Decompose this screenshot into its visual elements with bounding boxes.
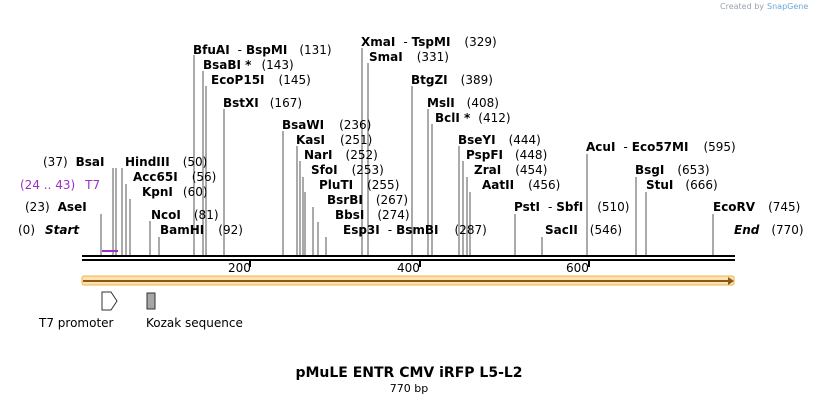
label-pluti: PluTI (255) bbox=[319, 178, 400, 192]
label-bstxi: BstXI (167) bbox=[223, 96, 303, 110]
label-end: End (770) bbox=[734, 223, 804, 237]
label-bsrbi: BsrBI (267) bbox=[327, 193, 409, 207]
axis-ticks bbox=[249, 260, 590, 267]
label-ecop15i: EcoP15I (145) bbox=[211, 73, 311, 87]
label-nari: NarI (252) bbox=[304, 148, 378, 162]
label-ecorv: EcoRV (745) bbox=[713, 200, 801, 214]
label-start: (0) Start bbox=[18, 223, 80, 237]
label-pspfi: PspFI (448) bbox=[466, 148, 548, 162]
label-bsabi: BsaBI * (143) bbox=[203, 58, 294, 72]
t7-promoter-label: T7 promoter bbox=[39, 316, 114, 330]
label-sfoi: SfoI (253) bbox=[311, 163, 384, 177]
label-bseyi: BseYI (444) bbox=[458, 133, 541, 147]
label-xmai-tspmi: XmaI - TspMI (329) bbox=[361, 35, 497, 49]
label-bfuai-bspmi: BfuAI - BspMI (131) bbox=[193, 43, 332, 57]
label-bamhi: BamHI (92) bbox=[160, 223, 243, 237]
snapgene-credit: Created by SnapGene bbox=[720, 2, 809, 11]
label-bsai: (37) BsaI bbox=[43, 155, 105, 169]
label-t7-primer: (24 .. 43) T7 bbox=[20, 178, 101, 192]
t7-promoter-arrow-icon bbox=[101, 291, 118, 311]
axis-label-200: 200 bbox=[228, 261, 251, 275]
label-bsgi: BsgI (653) bbox=[635, 163, 710, 177]
label-sacii: SacII (546) bbox=[545, 223, 623, 237]
label-btgzi: BtgZI (389) bbox=[411, 73, 493, 87]
snapgene-logo: SnapGene bbox=[767, 2, 809, 11]
label-kasi: KasI (251) bbox=[296, 133, 373, 147]
label-msli: MslI (408) bbox=[427, 96, 499, 110]
label-aatii: AatII (456) bbox=[482, 178, 561, 192]
label-acc65i: Acc65I (56) bbox=[133, 170, 217, 184]
axis-label-600: 600 bbox=[566, 261, 589, 275]
label-smai: SmaI (331) bbox=[369, 50, 449, 64]
label-zrai: ZraI (454) bbox=[474, 163, 548, 177]
label-bbsi: BbsI (274) bbox=[335, 208, 410, 222]
plasmid-name: pMuLE ENTR CMV iRFP L5-L2 bbox=[295, 365, 523, 381]
label-asei: (23) AseI bbox=[25, 200, 87, 214]
label-acui-eco57mi: AcuI - Eco57MI (595) bbox=[586, 140, 736, 154]
label-bsawi: BsaWI (236) bbox=[282, 118, 372, 132]
kozak-sequence-label: Kozak sequence bbox=[146, 316, 243, 330]
label-kpni: KpnI (60) bbox=[142, 185, 208, 199]
label-hindiii: HindIII (50) bbox=[125, 155, 208, 169]
orf-arrow bbox=[81, 275, 735, 286]
plasmid-size: 770 bp bbox=[389, 382, 429, 395]
leader-lines bbox=[100, 48, 714, 255]
label-stui: StuI (666) bbox=[646, 178, 718, 192]
label-esp3i-bsmbi: Esp3I - BsmBI (287) bbox=[343, 223, 487, 237]
axis-label-400: 400 bbox=[397, 261, 420, 275]
label-psti-sbfi: PstI - SbfI (510) bbox=[514, 200, 630, 214]
label-ncoi: NcoI (81) bbox=[151, 208, 219, 222]
label-bcli: BclI * (412) bbox=[435, 111, 511, 125]
kozak-box-icon bbox=[146, 292, 156, 310]
